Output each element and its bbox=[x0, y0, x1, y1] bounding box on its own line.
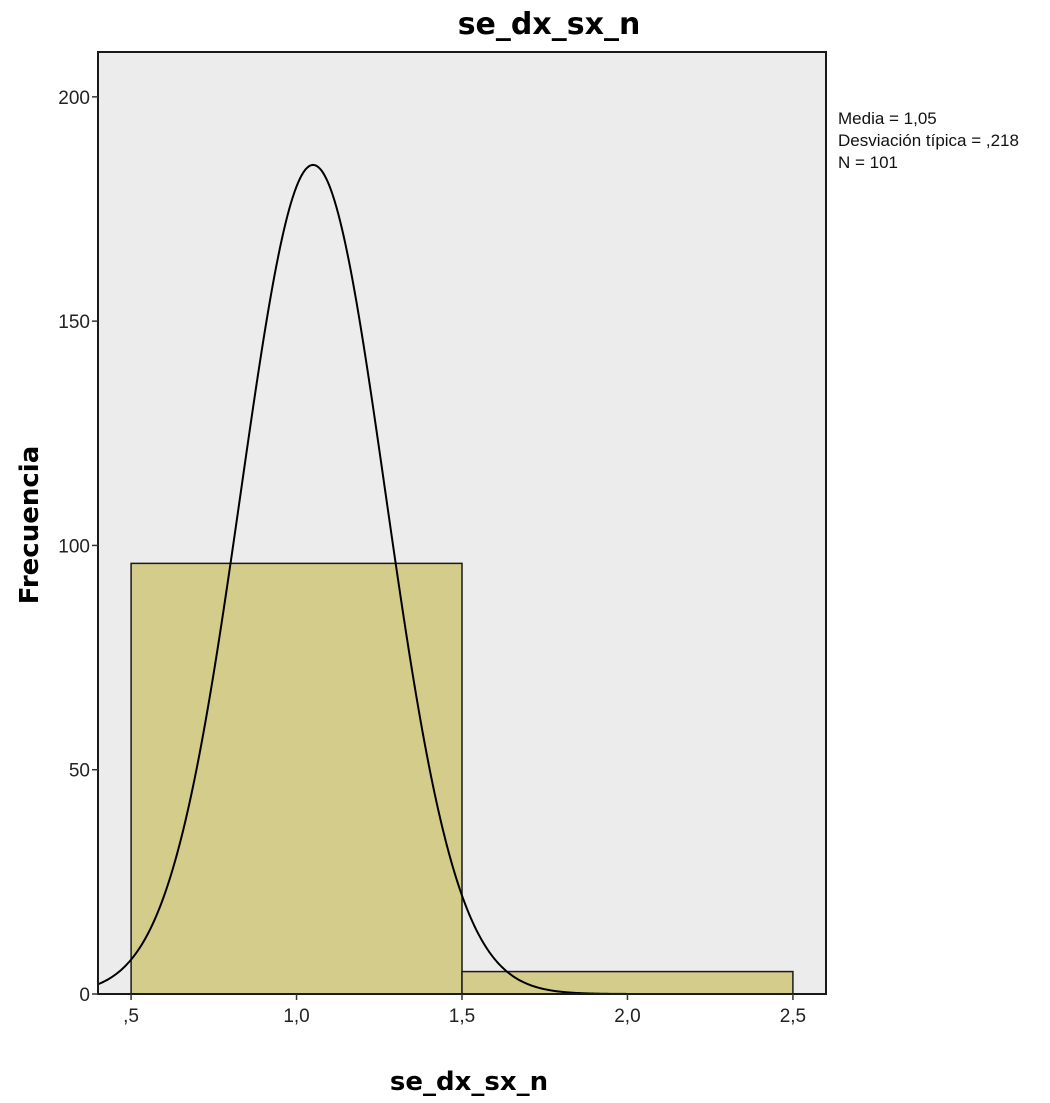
x-axis-label: se_dx_sx_n bbox=[390, 1067, 548, 1097]
y-axis-label: Frecuencia bbox=[15, 446, 45, 605]
x-tick-label: ,5 bbox=[123, 1006, 139, 1027]
x-tick-label: 1,5 bbox=[449, 1006, 475, 1027]
chart-title: se_dx_sx_n bbox=[458, 7, 641, 42]
stats-mean: Media = 1,05 bbox=[838, 109, 937, 128]
y-tick-label: 100 bbox=[58, 536, 90, 557]
x-tick-label: 2,0 bbox=[614, 1006, 640, 1027]
stats-legend: Media = 1,05 Desviación típica = ,218 N … bbox=[838, 109, 1019, 172]
y-tick-label: 0 bbox=[79, 985, 90, 1006]
y-axis-ticks: 0 50 100 150 200 bbox=[58, 88, 98, 1006]
y-tick-label: 150 bbox=[58, 312, 90, 333]
x-axis-ticks: ,5 1,0 1,5 2,0 2,5 bbox=[123, 994, 806, 1027]
stats-std-dev: Desviación típica = ,218 bbox=[838, 131, 1019, 150]
y-tick-label: 200 bbox=[58, 88, 90, 109]
x-tick-label: 1,0 bbox=[283, 1006, 309, 1027]
y-tick-label: 50 bbox=[69, 761, 90, 782]
x-tick-label: 2,5 bbox=[780, 1006, 806, 1027]
stats-n: N = 101 bbox=[838, 153, 898, 172]
histogram-bar bbox=[130, 562, 463, 995]
